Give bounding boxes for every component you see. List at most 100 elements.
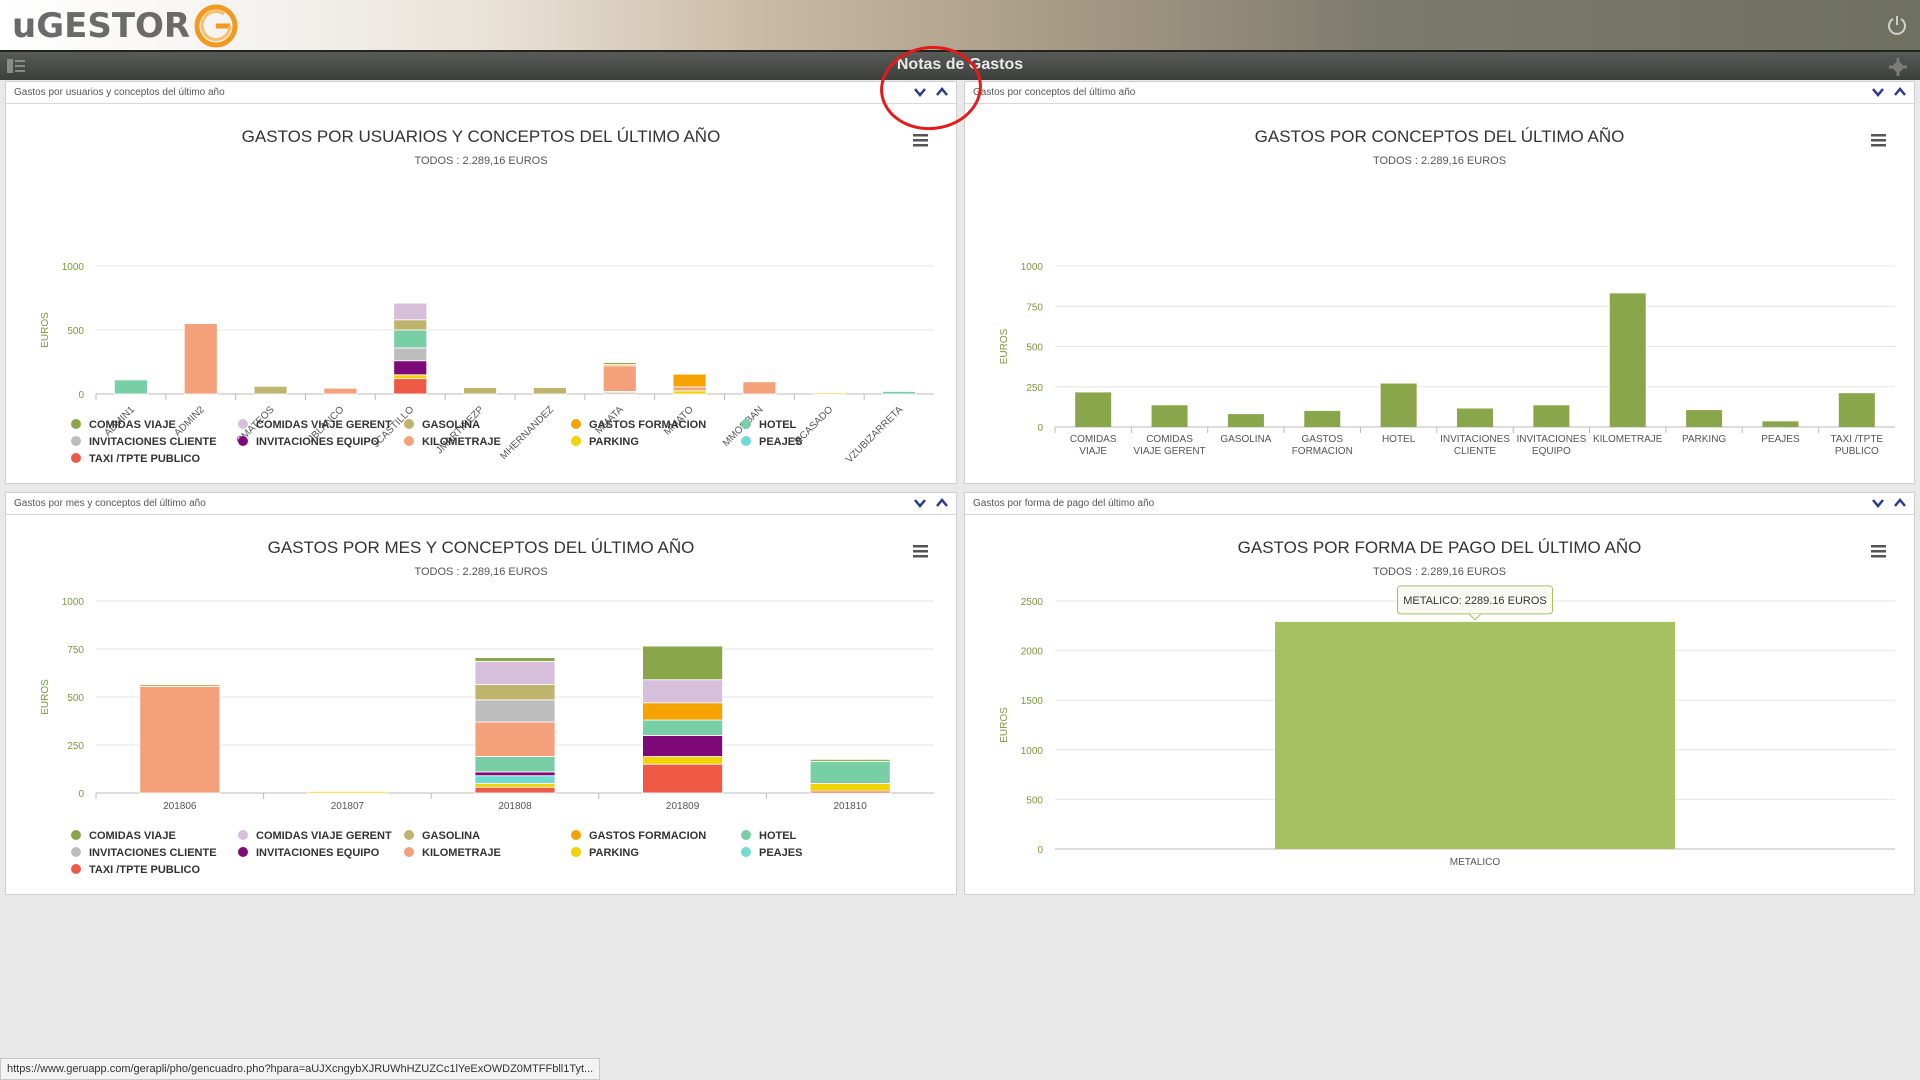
bar bbox=[1457, 408, 1493, 427]
bar-segment bbox=[323, 387, 358, 395]
power-icon[interactable] bbox=[1886, 14, 1908, 36]
chart-gastos-mes: GASTOS POR MES Y CONCEPTOS DEL ÚLTIMO AÑ… bbox=[40, 538, 934, 876]
legend-marker bbox=[571, 830, 581, 840]
legend-item-label: INVITACIONES CLIENTE bbox=[89, 436, 217, 448]
chart-gastos-forma-pago: GASTOS POR FORMA DE PAGO DEL ÚLTIMO AÑO T… bbox=[999, 538, 1895, 868]
chart-menu-icon[interactable] bbox=[913, 134, 928, 147]
legend-item-label: INVITACIONES EQUIPO bbox=[256, 436, 380, 448]
chart-menu-icon[interactable] bbox=[1871, 545, 1886, 558]
bar-segment bbox=[393, 374, 428, 380]
bar-segment bbox=[602, 362, 637, 365]
legend-marker bbox=[238, 436, 248, 446]
y-tick-label: 250 bbox=[1026, 383, 1043, 394]
y-tick-label: 1500 bbox=[1021, 696, 1044, 707]
y-axis-label: EUROS bbox=[999, 328, 1010, 364]
bar-segment bbox=[474, 661, 556, 685]
x-tick-label: PUBLICO bbox=[1835, 446, 1879, 457]
bar-segment bbox=[474, 699, 556, 723]
collapse-chevron-down-icon[interactable] bbox=[1870, 84, 1886, 100]
settings-icon[interactable] bbox=[1888, 57, 1908, 77]
panel-header-label: Gastos por conceptos del último año bbox=[973, 87, 1136, 98]
bar-segment bbox=[183, 323, 218, 395]
y-tick-label: 0 bbox=[78, 390, 84, 401]
bar-segment bbox=[474, 756, 556, 773]
chart-menu-icon[interactable] bbox=[913, 545, 928, 558]
panel-gastos-forma-pago: Gastos por forma de pago del último año … bbox=[964, 492, 1915, 895]
app-logo[interactable]: uGESTOR bbox=[12, 4, 238, 48]
legend-item-label: COMIDAS VIAJE GERENT bbox=[256, 830, 392, 842]
panel-header: Gastos por usuarios y conceptos del últi… bbox=[6, 82, 956, 104]
expand-chevron-up-icon[interactable] bbox=[1892, 84, 1908, 100]
bar-segment bbox=[642, 645, 723, 681]
y-tick-label: 0 bbox=[78, 789, 84, 800]
legend-marker bbox=[741, 830, 751, 840]
bar-segment bbox=[393, 302, 428, 321]
panel-header-label: Gastos por mes y conceptos del último añ… bbox=[14, 498, 206, 509]
x-tick-label: PEAJES bbox=[1761, 434, 1800, 445]
tooltip-pointer bbox=[1468, 613, 1482, 621]
legend-marker bbox=[71, 847, 81, 857]
x-tick-label: MHERNANDEZ bbox=[498, 404, 556, 462]
collapse-chevron-down-icon[interactable] bbox=[912, 84, 928, 100]
panel-header-label: Gastos por forma de pago del último año bbox=[973, 498, 1155, 509]
expand-chevron-up-icon[interactable] bbox=[934, 84, 950, 100]
x-tick-label: CLIENTE bbox=[1454, 446, 1497, 457]
legend-item-label: GASTOS FORMACION bbox=[589, 419, 706, 431]
chart-subtitle: TODOS : 2.289,16 EUROS bbox=[1373, 155, 1506, 167]
x-tick-label: GASTOS bbox=[1302, 434, 1344, 445]
chart-menu-icon[interactable] bbox=[1871, 134, 1886, 147]
y-tick-label: 500 bbox=[1026, 795, 1043, 806]
logo-text: uGESTOR bbox=[12, 6, 191, 46]
panel-header: Gastos por conceptos del último año bbox=[965, 82, 1914, 104]
tooltip-text: METALICO: 2289.16 EUROS bbox=[1403, 595, 1546, 607]
page-title: Notas de Gastos bbox=[896, 56, 1024, 73]
legend-marker bbox=[404, 830, 414, 840]
y-axis-label: EUROS bbox=[40, 312, 51, 348]
bar-segment bbox=[474, 684, 556, 701]
panel-header-label: Gastos por usuarios y conceptos del últi… bbox=[14, 87, 225, 98]
expand-chevron-up-icon[interactable] bbox=[1892, 495, 1908, 511]
collapse-chevron-down-icon[interactable] bbox=[1870, 495, 1886, 511]
bar bbox=[1838, 393, 1875, 427]
menu-toggle-icon[interactable] bbox=[6, 57, 26, 75]
chart-subtitle: TODOS : 2.289,16 EUROS bbox=[414, 155, 547, 167]
legend-marker bbox=[71, 830, 81, 840]
x-tick-label: GASOLINA bbox=[1220, 434, 1271, 445]
legend-item-label: GASTOS FORMACION bbox=[589, 830, 706, 842]
legend-marker bbox=[571, 847, 581, 857]
x-tick-label: KILOMETRAJE bbox=[1593, 434, 1663, 445]
bar-segment bbox=[533, 387, 567, 395]
expand-chevron-up-icon[interactable] bbox=[934, 495, 950, 511]
bar-segment bbox=[393, 360, 428, 376]
legend-marker bbox=[571, 436, 581, 446]
x-tick-label: 201810 bbox=[834, 801, 868, 812]
collapse-chevron-down-icon[interactable] bbox=[912, 495, 928, 511]
panel-gastos-mes: Gastos por mes y conceptos del último añ… bbox=[5, 492, 957, 895]
legend-marker bbox=[238, 419, 248, 429]
y-tick-label: 0 bbox=[1037, 845, 1043, 856]
legend-marker bbox=[741, 436, 751, 446]
x-tick-label: VZUBIZARRETA bbox=[844, 404, 905, 465]
legend-marker bbox=[571, 419, 581, 429]
y-tick-label: 500 bbox=[67, 326, 84, 337]
y-tick-label: 1000 bbox=[1021, 262, 1044, 273]
bar bbox=[1380, 383, 1417, 427]
legend-item-label: PARKING bbox=[589, 436, 639, 448]
legend-item-label: HOTEL bbox=[759, 830, 797, 842]
x-tick-label: FORMACION bbox=[1292, 446, 1353, 457]
bar-segment bbox=[812, 392, 847, 395]
bar-segment bbox=[474, 775, 556, 784]
bar-segment bbox=[114, 379, 148, 395]
panel-header: Gastos por forma de pago del último año bbox=[965, 493, 1914, 515]
status-bar-url: https://www.geruapp.com/gerapli/pho/genc… bbox=[0, 1058, 601, 1080]
bar-segment bbox=[393, 329, 428, 349]
bar-segment bbox=[642, 679, 723, 704]
legend-item-label: COMIDAS VIAJE GERENT bbox=[256, 419, 392, 431]
y-tick-label: 750 bbox=[1026, 302, 1043, 313]
legend-item-label: GASOLINA bbox=[422, 830, 480, 842]
chart-gastos-usuarios: GASTOS POR USUARIOS Y CONCEPTOS DEL ÚLTI… bbox=[40, 127, 934, 465]
x-tick-label: VIAJE GERENT bbox=[1133, 446, 1205, 457]
y-axis-label: EUROS bbox=[40, 679, 51, 715]
bar-segment bbox=[474, 721, 556, 757]
legend-marker bbox=[71, 864, 81, 874]
